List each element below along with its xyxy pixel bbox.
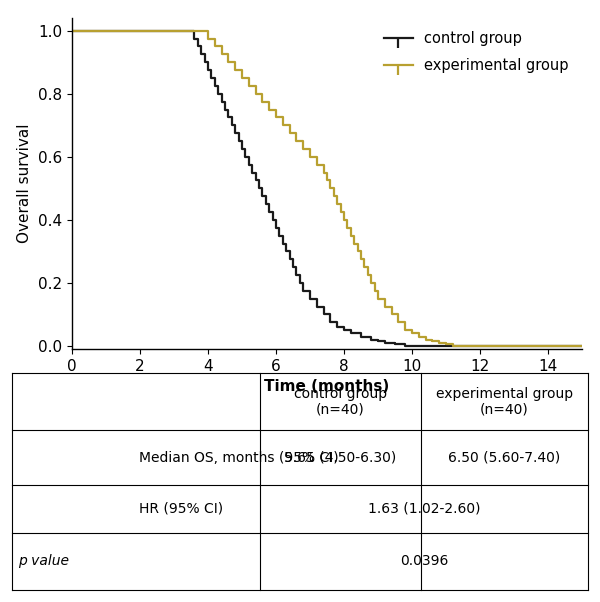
Y-axis label: Overall survival: Overall survival: [17, 124, 32, 243]
Text: 0.0396: 0.0396: [400, 554, 448, 568]
Text: 1.63 (1.02-2.60): 1.63 (1.02-2.60): [368, 501, 480, 516]
Text: p value: p value: [18, 554, 69, 568]
Text: HR (95% CI): HR (95% CI): [139, 501, 223, 516]
Text: 5.65 (4.50-6.30): 5.65 (4.50-6.30): [284, 450, 397, 465]
Text: 6.50 (5.60-7.40): 6.50 (5.60-7.40): [448, 450, 560, 465]
Legend: control group, experimental group: control group, experimental group: [378, 25, 575, 79]
X-axis label: Time (months): Time (months): [265, 379, 389, 394]
Text: Median OS, months (95% CI): Median OS, months (95% CI): [139, 450, 338, 465]
Text: experimental group
(n=40): experimental group (n=40): [436, 386, 573, 417]
Text: control group
(n=40): control group (n=40): [294, 386, 387, 417]
